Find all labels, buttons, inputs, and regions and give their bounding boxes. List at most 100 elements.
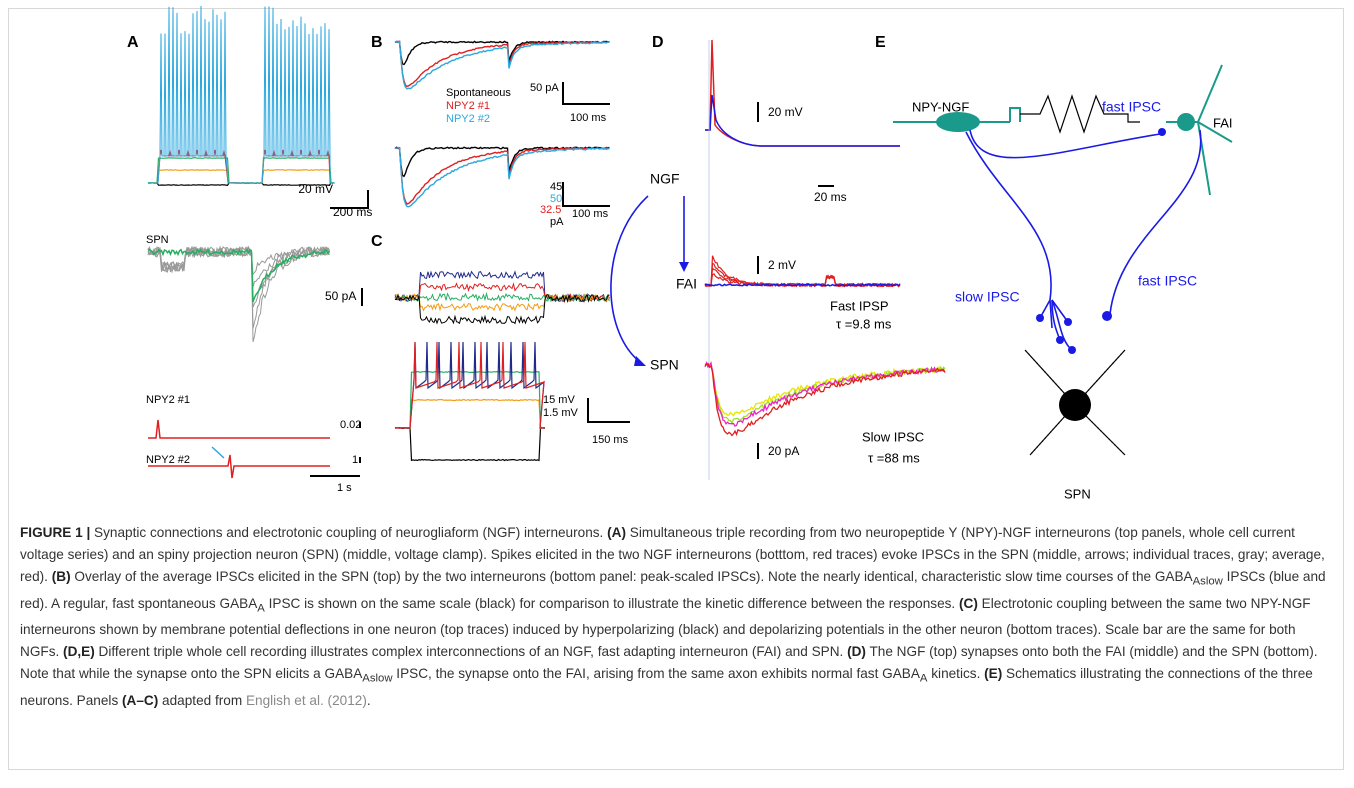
- caption-subscript: A: [257, 602, 265, 615]
- caption-text: Schematics illustrating the connections …: [20, 666, 1313, 709]
- label: NGF: [650, 171, 680, 187]
- label: slow IPSC: [955, 289, 1020, 305]
- label: 100 ms: [572, 208, 609, 220]
- caption-subscript: A: [919, 673, 928, 686]
- label: 20 mV: [298, 182, 333, 196]
- arrow: [610, 195, 649, 363]
- label: NPY-NGF: [912, 99, 969, 114]
- legend: NPY2 #2: [446, 113, 490, 125]
- panel-letter: C: [371, 233, 383, 250]
- label: 150 ms: [592, 434, 629, 446]
- trace: [394, 146, 610, 208]
- caption-text: IPSC is shown on the same scale (black) …: [264, 595, 959, 611]
- scale-bar: [330, 190, 369, 209]
- trace: [394, 370, 546, 430]
- label: 2 mV: [768, 258, 796, 272]
- caption-bold: (B): [51, 569, 71, 584]
- trace: [395, 341, 545, 429]
- panel-letter: D: [652, 34, 664, 51]
- traces: [147, 5, 946, 480]
- legend: Spontaneous: [446, 87, 511, 99]
- caption-subscript: Aslow: [362, 673, 393, 686]
- synapses: [1036, 128, 1166, 354]
- trace: [394, 291, 610, 303]
- label: 50: [550, 193, 562, 205]
- label: 20 pA: [768, 444, 799, 458]
- label: fast IPSC: [1138, 273, 1197, 289]
- panel-d-labels: NGF FAI SPN 20 mV 20 ms 2 mV Fast IPSP τ…: [650, 105, 924, 465]
- trace: [704, 283, 901, 287]
- label: SPN: [146, 234, 169, 246]
- caption-link[interactable]: English et al. (2012): [245, 693, 367, 709]
- fai-cell: [1177, 113, 1195, 131]
- trace: [147, 247, 331, 303]
- label: pA: [550, 216, 564, 228]
- trace: [394, 293, 610, 312]
- caption-bold: (C): [958, 595, 978, 611]
- label: NPY2 #1: [146, 394, 190, 406]
- panel-d-arrows: [610, 195, 689, 366]
- trace: [704, 361, 945, 427]
- arrow-head: [634, 356, 646, 366]
- panel-e-schematic: NPY-NGF fast IPSC FAI slow IPSC fast IPS…: [893, 64, 1233, 501]
- caption-text: adapted from: [158, 693, 246, 709]
- scale-bar: [562, 182, 610, 207]
- label: Slow IPSC: [862, 429, 924, 444]
- label: 20 mV: [768, 105, 803, 119]
- label: Fast IPSP: [830, 298, 889, 313]
- scale-bars: [310, 82, 834, 477]
- label: 45: [550, 181, 562, 193]
- dendrites: [893, 64, 1233, 196]
- scale-bar: [587, 398, 630, 423]
- label: 100 ms: [570, 112, 607, 124]
- legend: NPY2 #1: [446, 100, 490, 112]
- panel-c-labels: 15 mV 1.5 mV 150 ms: [543, 394, 629, 446]
- caption-text: Overlay of the average IPSCs elicited in…: [70, 569, 1193, 584]
- ngf-cell: [936, 112, 980, 132]
- label: 1: [352, 454, 358, 466]
- trace: [395, 341, 545, 429]
- trace: [705, 94, 900, 147]
- label: FAI: [1213, 115, 1233, 130]
- trace: [705, 39, 900, 147]
- caption-bold: (D): [847, 644, 866, 660]
- label: 0.02: [340, 419, 361, 431]
- caption-text: IPSCs (blue and red). A regular, fast sp…: [20, 569, 1326, 611]
- trace: [394, 292, 610, 325]
- spn-dendrites: [1024, 349, 1126, 456]
- caption-text: The NGF (top) synapses onto both the FAI…: [20, 644, 1318, 682]
- caption-bold: FIGURE 1 |: [20, 525, 91, 540]
- trace: [147, 245, 330, 343]
- gap-junction: [1020, 94, 1140, 134]
- label: 15 mV: [543, 394, 575, 406]
- label: NPY2 #2: [146, 454, 190, 466]
- figure: A B C D E 20 mV 200 ms SPN 50 pA NPY2 #1…: [127, 5, 1233, 501]
- trace: [211, 446, 225, 459]
- caption-bold: (D,E): [63, 644, 95, 660]
- label: 32.5: [540, 204, 561, 216]
- label: FAI: [676, 276, 697, 292]
- label: 50 pA: [530, 82, 559, 94]
- trace: [147, 245, 330, 329]
- panel-letter: A: [127, 34, 139, 51]
- label: fast IPSC: [1102, 99, 1161, 115]
- caption: FIGURE 1 | Synaptic connections and elec…: [20, 522, 1332, 712]
- caption-text: kinetics.: [927, 666, 985, 682]
- caption-text: Synaptic connections and electrotonic co…: [90, 525, 608, 540]
- caption-bold: (A): [607, 525, 626, 540]
- trace: [394, 40, 610, 90]
- figure-frame: [8, 8, 1344, 770]
- panel-b-labels: Spontaneous NPY2 #1 NPY2 #2 50 pA 100 ms…: [446, 82, 609, 228]
- caption-text: Electrotonic coupling between the same t…: [20, 595, 1311, 660]
- panel-letter: B: [371, 34, 383, 51]
- label: SPN: [1064, 486, 1091, 501]
- caption-text: Simultaneous triple recording from two n…: [20, 525, 1325, 584]
- label: 1 s: [337, 482, 352, 494]
- caption-subscript: Aslow: [1192, 575, 1223, 588]
- trace: [148, 5, 335, 184]
- label: 20 ms: [814, 190, 847, 204]
- label: 200 ms: [333, 205, 372, 219]
- caption-text: IPSC, the synapse onto the FAI, arising …: [392, 666, 920, 682]
- scale-bar: [562, 82, 610, 105]
